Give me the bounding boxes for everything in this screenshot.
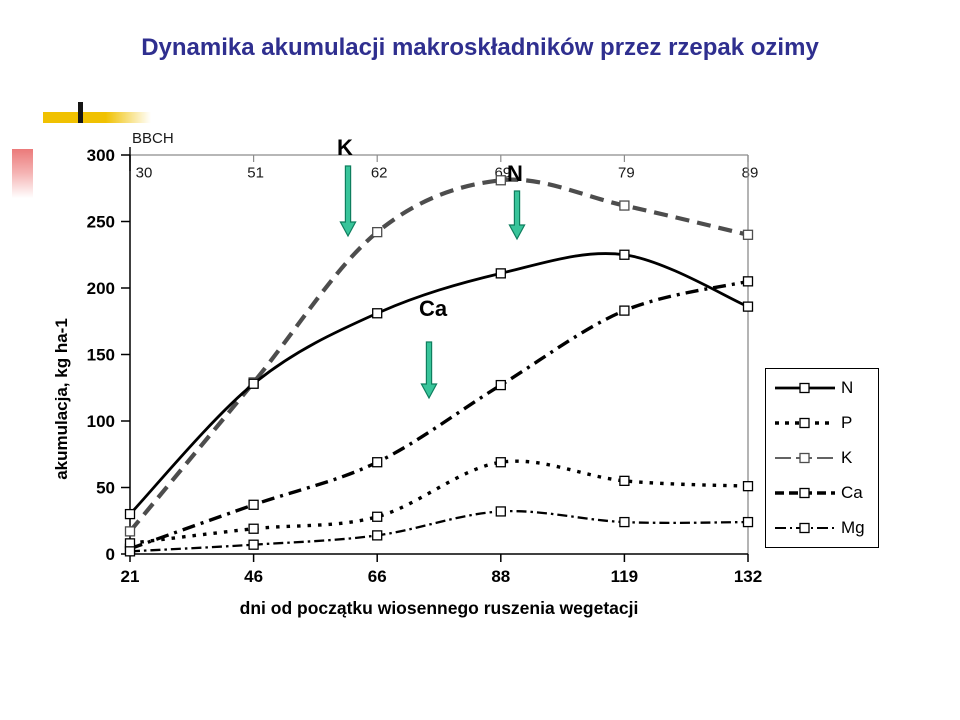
series-line-K [128,177,749,533]
y-axis-tick-label: 250 [87,213,115,232]
legend-item-N: N [766,372,878,404]
top-axis-caption: BBCH [132,130,174,147]
top-axis-tick-label: 89 [742,164,759,181]
legend-label: P [841,413,853,433]
series-line-N [128,252,749,516]
series-marker-Ca [495,379,506,391]
legend-label: Ca [841,482,863,502]
top-axis-tick-label: 51 [247,164,264,181]
series-marker-Mg [372,530,383,541]
series-marker-Mg [124,546,136,557]
y-axis-tick-label: 200 [87,279,115,298]
annotation-arrow-Ca [420,341,438,400]
gold-bar-decoration [43,112,151,123]
legend-label: K [841,447,853,467]
series-marker-N [248,378,259,389]
series-marker-P [619,475,630,487]
legend-label: N [841,378,854,398]
series-marker-P [372,511,383,522]
series-marker-Mg [248,539,259,550]
top-axis-tick-label: 79 [618,164,635,181]
x-axis-tick-label: 132 [734,567,762,586]
x-axis-tick-label: 46 [244,567,263,586]
annotation-arrow-K [339,165,357,238]
series-line-Ca [129,279,749,551]
series-marker-Mg [742,516,754,528]
chart-legend: N P K Ca Mg [765,368,879,548]
series-marker-N [372,308,383,319]
legend-line-sample [775,418,835,429]
series-marker-Ca [742,276,754,287]
y-axis-title: akumulacja, kg ha-1 [52,318,71,480]
series-marker-Ca [372,457,383,468]
annotation-label-Ca: Ca [419,296,448,321]
series-marker-N [495,268,506,279]
series-marker-K [372,226,383,238]
series-marker-Mg [619,516,630,528]
x-axis-tick-label: 88 [491,567,510,586]
series-marker-N [742,301,754,312]
series-marker-N [124,508,136,520]
top-axis-tick-label: 30 [136,164,153,181]
series-line-P [129,459,749,546]
series-marker-K [495,175,506,186]
series-marker-P [495,457,506,468]
series-marker-P [248,523,259,534]
y-axis-tick-label: 0 [106,545,115,564]
y-axis-tick-label: 50 [96,479,115,498]
pink-gradient-decoration [12,149,33,198]
legend-item-P: P [766,407,878,439]
annotation-arrow-N [508,190,526,241]
top-axis-tick-label: 62 [371,164,388,181]
legend-line-sample [775,522,835,533]
black-tick-decoration [78,102,83,123]
series-marker-Ca [619,305,630,316]
series-marker-Ca [248,499,259,510]
x-axis-title: dni od początku wiosennego ruszenia wege… [239,598,639,618]
legend-label: Mg [841,517,865,537]
x-axis-tick-label: 119 [611,567,638,586]
legend-line-sample [775,383,835,394]
series-marker-P [742,481,754,492]
x-axis-tick-label: 21 [121,567,140,586]
series-marker-N [619,249,630,260]
slide-title: Dynamika akumulacji makroskładników prze… [141,34,819,61]
x-axis-tick-label: 66 [368,567,387,586]
series-line-Mg [129,509,749,553]
y-axis-tick-label: 100 [87,412,115,431]
y-axis-tick-label: 300 [87,146,115,165]
annotation-label-N: N [507,161,523,186]
series-marker-Mg [495,506,506,517]
series-marker-K [619,200,630,211]
annotation-label-K: K [337,135,353,160]
legend-item-Ca: Ca [766,477,878,509]
y-axis-tick-label: 150 [87,346,115,365]
series-marker-K [124,526,136,537]
legend-item-Mg: Mg [766,512,878,544]
legend-line-sample [775,452,835,464]
legend-line-sample [775,487,835,498]
series-marker-K [742,229,754,240]
legend-item-K: K [766,442,878,474]
